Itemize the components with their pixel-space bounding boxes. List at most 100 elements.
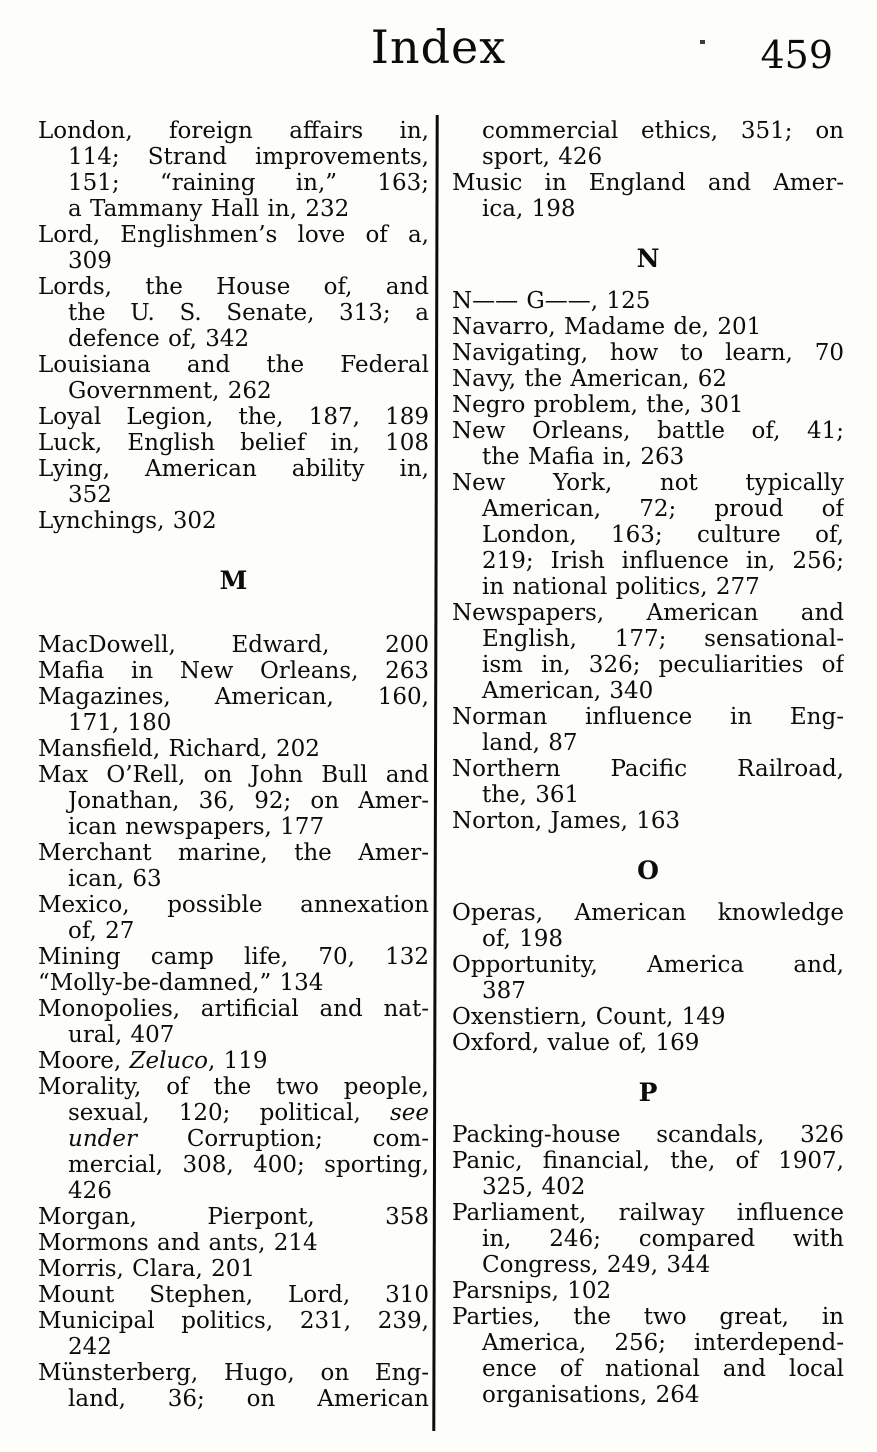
scan-speck: [700, 40, 705, 44]
index-line: 219; Irish influence in, 256;: [482, 548, 844, 574]
index-line: Jonathan, 36, 92; on Amer-: [68, 788, 429, 814]
index-line: Mining camp life, 70, 132: [38, 944, 429, 970]
index-line: Morgan, Pierpont, 358: [38, 1204, 429, 1230]
section-heading-p: P: [638, 1078, 658, 1107]
index-line: ence of national and local: [482, 1356, 844, 1382]
index-line: defence of, 342: [68, 326, 250, 352]
index-line: Oxford, value of, 169: [452, 1030, 700, 1056]
index-line: Newspapers, American and: [452, 600, 844, 626]
index-line: 242: [68, 1334, 112, 1360]
index-line: Government, 262: [68, 378, 272, 404]
index-line: organisations, 264: [482, 1382, 700, 1408]
index-line: the U. S. Senate, 313; a: [68, 300, 429, 326]
index-line: 325, 402: [482, 1174, 586, 1200]
index-line: London, foreign affairs in,: [38, 118, 429, 144]
index-line: Navy, the American, 62: [452, 366, 728, 392]
index-line: sport, 426: [482, 144, 603, 170]
index-line: Negro problem, the, 301: [452, 392, 744, 418]
index-line: Loyal Legion, the, 187, 189: [38, 404, 429, 430]
index-line: Lord, Englishmen’s love of a,: [38, 222, 429, 248]
index-line: Lying, American ability in,: [38, 456, 429, 482]
index-line: Morality, of the two people,: [38, 1074, 429, 1100]
index-line: New York, not typically: [452, 470, 844, 496]
index-line: Norton, James, 163: [452, 808, 681, 834]
index-line: N—— G——, 125: [452, 288, 651, 314]
index-line: MacDowell, Edward, 200: [38, 632, 429, 658]
index-line: ican, 63: [68, 866, 162, 892]
index-line: Moore, Zeluco, 119: [38, 1048, 268, 1074]
index-line: ural, 407: [68, 1022, 175, 1048]
index-line: Mount Stephen, Lord, 310: [38, 1282, 429, 1308]
index-line: Mexico, possible annexation: [38, 892, 429, 918]
index-line: Magazines, American, 160,: [38, 684, 429, 710]
index-line: ica, 198: [482, 196, 576, 222]
index-line: Music in England and Amer-: [452, 170, 844, 196]
index-line: 114; Strand improvements,: [68, 144, 429, 170]
index-line: the, 361: [482, 782, 580, 808]
index-line: 171, 180: [68, 710, 172, 736]
index-line: Navarro, Madame de, 201: [452, 314, 762, 340]
index-line: Packing-house scandals, 326: [452, 1122, 844, 1148]
page-number: 459: [760, 33, 833, 77]
index-line: Municipal politics, 231, 239,: [38, 1308, 429, 1334]
index-line: 309: [68, 248, 112, 274]
index-line: Luck, English belief in, 108: [38, 430, 429, 456]
index-line: of, 27: [68, 918, 135, 944]
index-line: Parliament, railway influence: [452, 1200, 844, 1226]
section-heading-o: O: [637, 856, 659, 885]
index-line: Lords, the House of, and: [38, 274, 429, 300]
index-line: Mormons and ants, 214: [38, 1230, 318, 1256]
index-line: land, 87: [482, 730, 578, 756]
index-line: in, 246; compared with: [482, 1226, 844, 1252]
index-line: Norman influence in Eng-: [452, 704, 844, 730]
index-line: Panic, financial, the, of 1907,: [452, 1148, 844, 1174]
index-line: under Corruption; com-: [68, 1126, 429, 1152]
index-columns: London, foreign affairs in, 114; Strand i…: [38, 114, 849, 1432]
index-line: Morris, Clara, 201: [38, 1256, 256, 1282]
index-line: Navigating, how to learn, 70: [452, 340, 844, 366]
index-line: in national politics, 277: [482, 574, 760, 600]
index-line: 151; “raining in,” 163;: [68, 170, 429, 196]
index-line: Opportunity, America and,: [452, 952, 844, 978]
index-line: New Orleans, battle of, 41;: [452, 418, 844, 444]
index-line: sexual, 120; political, see: [68, 1100, 429, 1126]
index-line: Monopolies, artificial and nat-: [38, 996, 429, 1022]
index-line: Parties, the two great, in: [452, 1304, 844, 1330]
index-column-right: commercial ethics, 351; on sport, 426 Musi…: [452, 118, 844, 1408]
index-column-left: London, foreign affairs in, 114; Strand i…: [38, 118, 429, 1412]
index-line: Mafia in New Orleans, 263: [38, 658, 429, 684]
column-divider-rule: [432, 114, 439, 1432]
index-line: American, 72; proud of: [482, 496, 844, 522]
index-line: Congress, 249, 344: [482, 1252, 711, 1278]
index-line: English, 177; sensational-: [482, 626, 844, 652]
index-line: Merchant marine, the Amer-: [38, 840, 429, 866]
index-line: Lynchings, 302: [38, 508, 217, 534]
index-line: land, 36; on American: [68, 1386, 429, 1412]
section-heading-m: M: [219, 566, 248, 595]
index-line: 387: [482, 978, 526, 1004]
index-line: commercial ethics, 351; on: [482, 118, 844, 144]
index-line: a Tammany Hall in, 232: [68, 196, 350, 222]
index-line: America, 256; interdepend-: [482, 1330, 844, 1356]
index-line: 426: [68, 1178, 112, 1204]
index-line: of, 198: [482, 926, 564, 952]
index-line: Operas, American knowledge: [452, 900, 844, 926]
index-line: Mansfield, Richard, 202: [38, 736, 320, 762]
index-line: the Mafia in, 263: [482, 444, 685, 470]
index-line: Münsterberg, Hugo, on Eng-: [38, 1360, 429, 1386]
index-line: London, 163; culture of,: [482, 522, 844, 548]
index-line: ican newspapers, 177: [68, 814, 325, 840]
page-title: Index: [370, 20, 507, 74]
index-line: 352: [68, 482, 112, 508]
index-line: ism in, 326; peculiarities of: [482, 652, 844, 678]
index-line: Northern Pacific Railroad,: [452, 756, 844, 782]
index-line: mercial, 308, 400; sporting,: [68, 1152, 429, 1178]
section-heading-n: N: [636, 244, 660, 273]
index-line: American, 340: [482, 678, 654, 704]
index-line: Louisiana and the Federal: [38, 352, 429, 378]
index-line: Max O’Rell, on John Bull and: [38, 762, 429, 788]
index-line: Parsnips, 102: [452, 1278, 612, 1304]
index-line: Oxenstiern, Count, 149: [452, 1004, 726, 1030]
index-line: “Molly-be-damned,” 134: [38, 970, 324, 996]
